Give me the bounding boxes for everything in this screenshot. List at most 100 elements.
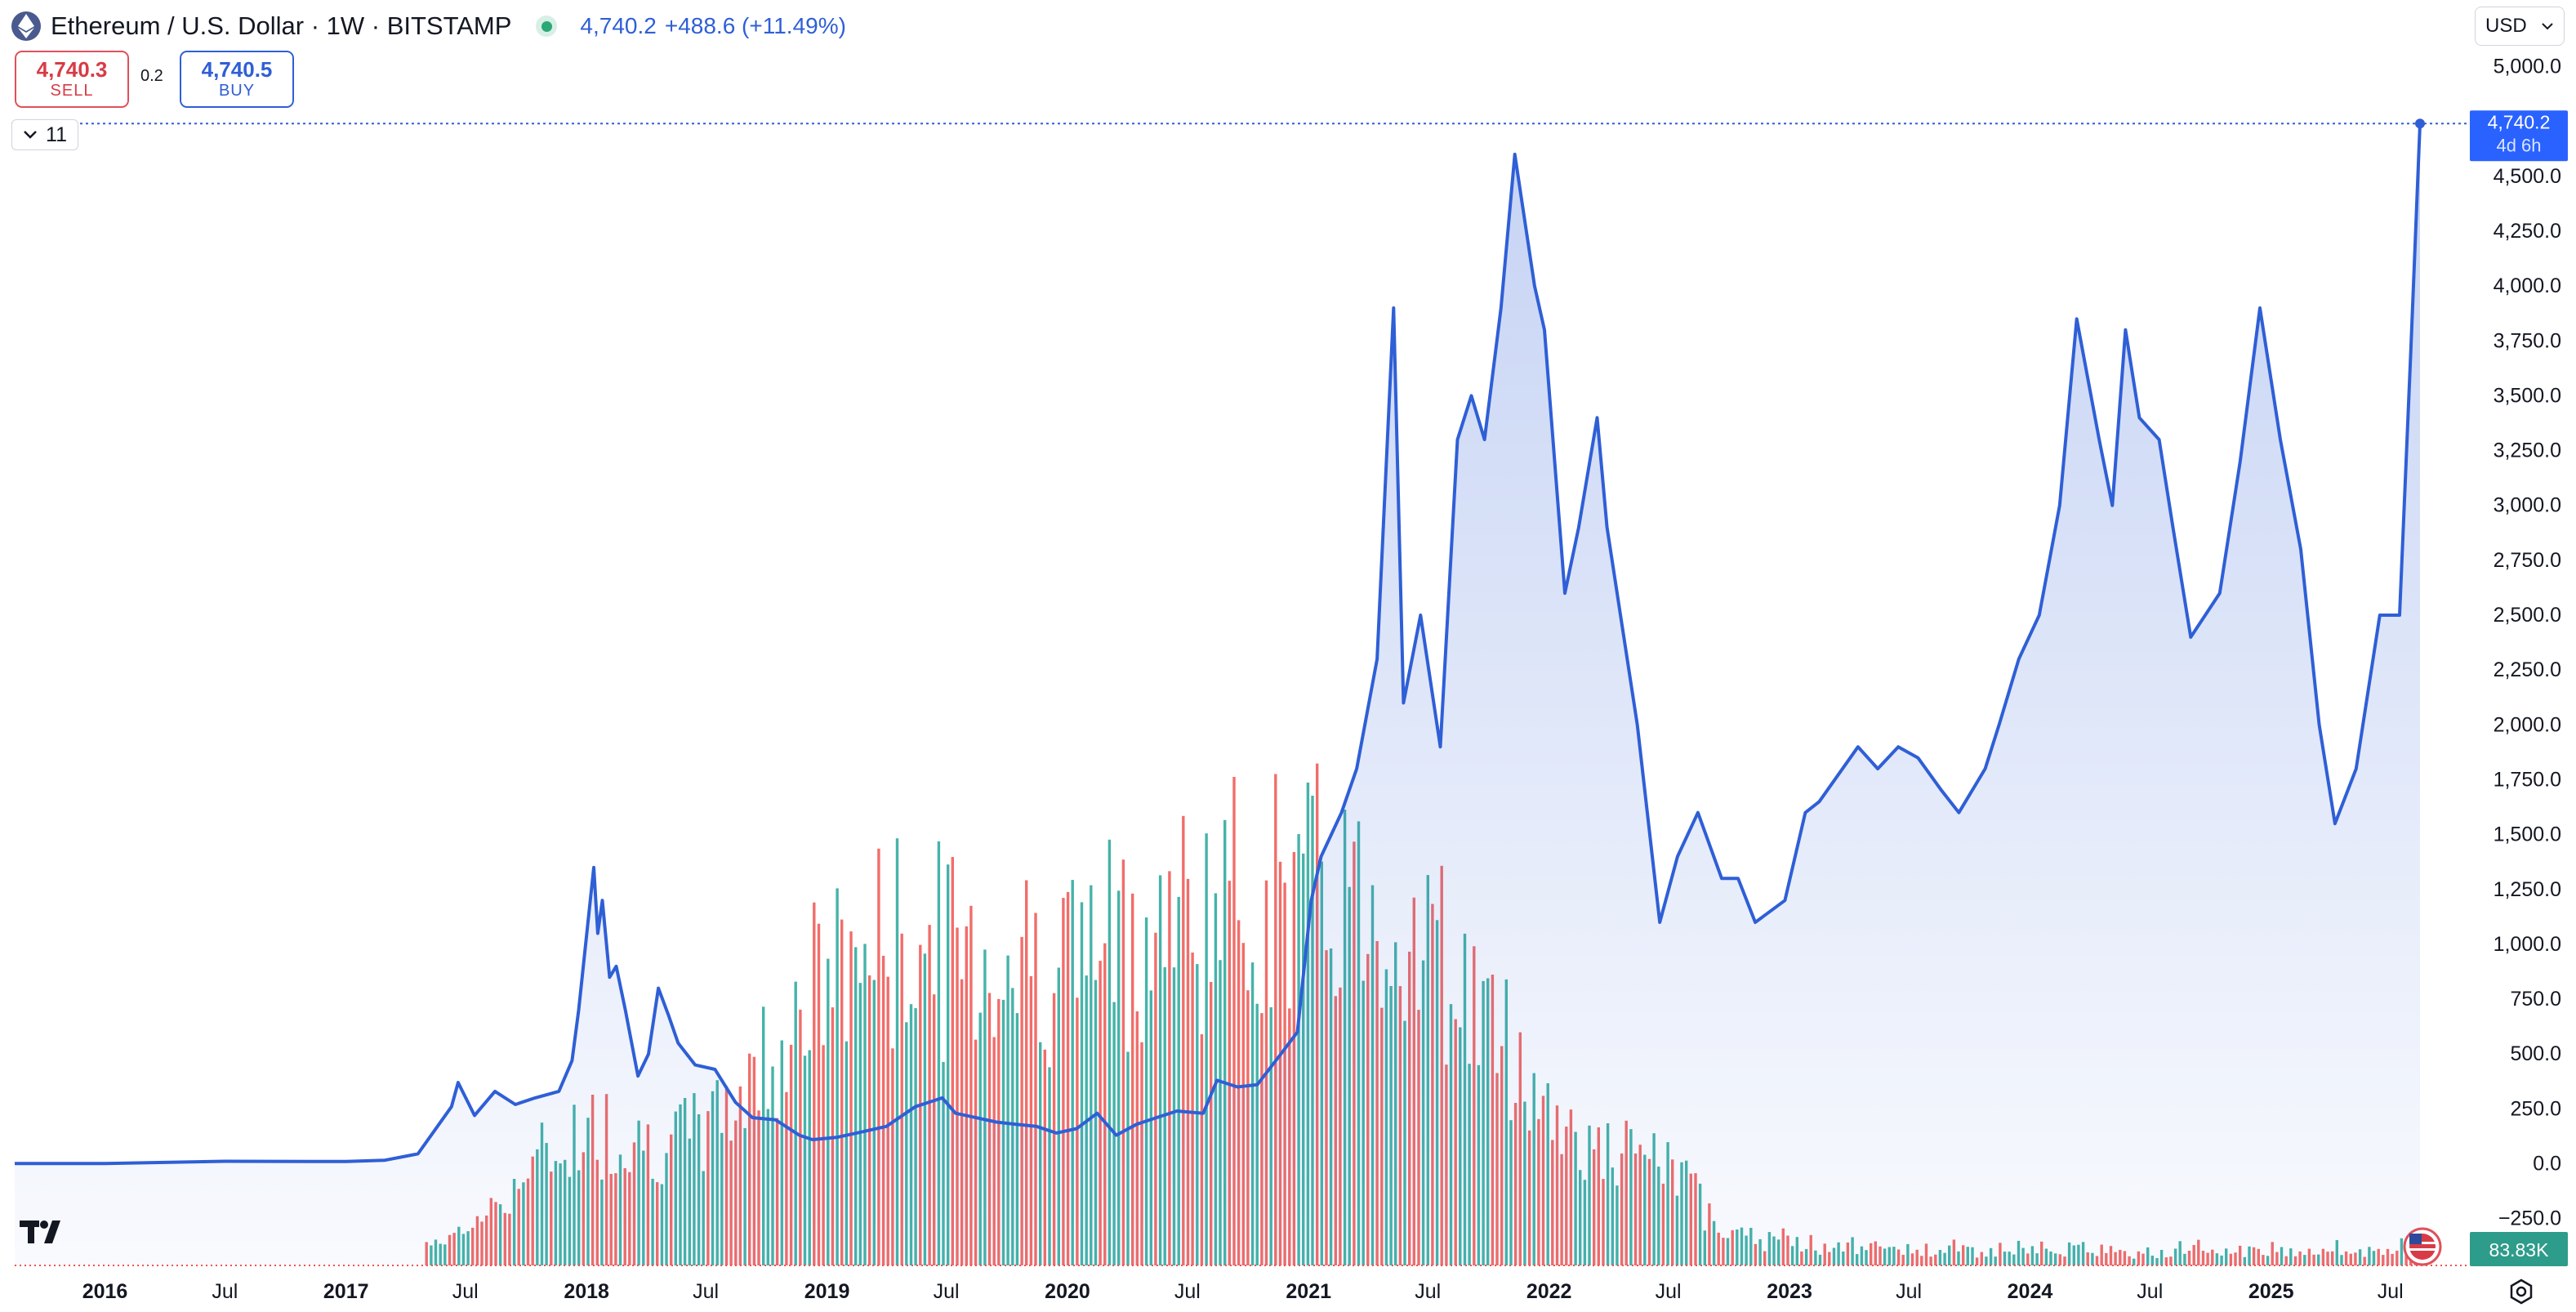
volume-bar xyxy=(1029,975,1033,1265)
settings-icon[interactable] xyxy=(2507,1278,2535,1305)
chevron-down-icon xyxy=(2542,23,2553,30)
y-tick-label: 1,500.0 xyxy=(2494,823,2561,846)
volume-bar xyxy=(956,927,959,1265)
y-tick-label: 2,500.0 xyxy=(2494,604,2561,627)
x-tick-label: Jul xyxy=(693,1280,719,1303)
x-tick-label: 2024 xyxy=(2008,1280,2053,1303)
x-tick-label: Jul xyxy=(1174,1280,1201,1303)
x-tick-label: 2021 xyxy=(1286,1280,1331,1303)
volume-bar xyxy=(1099,961,1102,1265)
volume-bar xyxy=(1223,819,1227,1265)
chart-header: Ethereum / U.S. Dollar · 1W · BITSTAMP 4… xyxy=(11,7,846,46)
y-tick-label: 500.0 xyxy=(2510,1042,2561,1065)
indicators-toggle-button[interactable]: 11 xyxy=(11,119,78,150)
y-tick-label: 4,250.0 xyxy=(2494,220,2561,243)
price-tag: 4,740.2 4d 6h xyxy=(2470,110,2568,162)
volume-bar xyxy=(872,980,876,1265)
last-price: 4,740.2 xyxy=(580,13,657,38)
volume-bar xyxy=(1168,871,1171,1265)
volume-bar xyxy=(1191,953,1194,1265)
x-tick-label: Jul xyxy=(452,1280,479,1303)
y-tick-label: 0.0 xyxy=(2533,1153,2561,1176)
y-tick-label: 5,000.0 xyxy=(2494,56,2561,78)
buy-label: BUY xyxy=(218,82,256,100)
volume-bar xyxy=(854,947,858,1265)
x-tick-label: 2018 xyxy=(564,1280,609,1303)
volume-bar xyxy=(794,981,797,1265)
y-tick-label: 1,250.0 xyxy=(2494,878,2561,901)
buy-price: 4,740.5 xyxy=(201,57,273,82)
volume-bar xyxy=(1158,875,1162,1265)
volume-bar xyxy=(951,857,954,1265)
y-tick-label: 3,000.0 xyxy=(2494,494,2561,517)
volume-bar xyxy=(1117,890,1121,1265)
volume-bar xyxy=(1232,777,1236,1265)
y-tick-label: 3,250.0 xyxy=(2494,440,2561,462)
volume-bar xyxy=(1177,896,1180,1265)
chevron-down-icon xyxy=(24,131,37,139)
price-series-line xyxy=(15,123,2422,1166)
volume-bar xyxy=(1006,955,1009,1265)
volume-bar xyxy=(827,958,830,1265)
y-tick-label: 4,500.0 xyxy=(2494,165,2561,188)
volume-bar xyxy=(1071,880,1074,1265)
volume-bar xyxy=(1080,902,1084,1265)
volume-bar xyxy=(1121,859,1125,1265)
volume-bar xyxy=(1144,917,1148,1265)
x-tick-label: 2023 xyxy=(1767,1280,1812,1303)
indicators-count: 11 xyxy=(46,123,67,146)
volume-bar xyxy=(1062,898,1065,1265)
volume-bar xyxy=(965,926,968,1265)
x-tick-label: Jul xyxy=(212,1280,238,1303)
volume-bar xyxy=(1154,932,1157,1265)
symbol-title[interactable]: Ethereum / U.S. Dollar · 1W · BITSTAMP xyxy=(51,11,512,40)
volume-bar xyxy=(1103,943,1107,1265)
volume-bar xyxy=(849,931,853,1265)
volume-bar xyxy=(840,919,844,1265)
y-tick-label: 2,250.0 xyxy=(2494,658,2561,681)
volume-bar xyxy=(813,902,816,1265)
volume-bar xyxy=(983,949,987,1265)
x-tick-label: 2019 xyxy=(804,1280,850,1303)
y-tick-label: 250.0 xyxy=(2510,1097,2561,1120)
price-line xyxy=(15,123,2422,1166)
volume-bar xyxy=(1131,893,1134,1265)
y-tick-label: 1,000.0 xyxy=(2494,933,2561,956)
us-flag-icon xyxy=(2403,1227,2442,1266)
volume-bar xyxy=(1108,839,1112,1265)
price-area-fill xyxy=(15,123,2420,1265)
volume-bar xyxy=(1274,774,1277,1265)
sell-label: SELL xyxy=(50,82,94,100)
volume-bar xyxy=(928,925,931,1265)
volume-bar xyxy=(1228,881,1231,1265)
x-tick-label: 2017 xyxy=(323,1280,369,1303)
x-tick-label: 2022 xyxy=(1526,1280,1572,1303)
volume-bar xyxy=(836,888,839,1265)
volume-bar xyxy=(1052,993,1056,1265)
sell-price: 4,740.3 xyxy=(36,57,108,82)
y-tick-label: 4,000.0 xyxy=(2494,274,2561,297)
volume-bar xyxy=(1186,878,1190,1265)
volume-bar xyxy=(1205,833,1208,1265)
y-tick-label: 2,750.0 xyxy=(2494,549,2561,572)
price-tag-value: 4,740.2 xyxy=(2488,111,2551,132)
y-tick-label: 750.0 xyxy=(2510,988,2561,1011)
volume-bar xyxy=(895,838,899,1265)
spread-value: 0.2 xyxy=(140,67,163,85)
tradingview-logo[interactable] xyxy=(20,1217,72,1250)
volume-tag-value: 83.83K xyxy=(2489,1239,2550,1261)
x-tick-label: Jul xyxy=(2378,1280,2404,1303)
x-tick-label: Jul xyxy=(1656,1280,1682,1303)
price-change: +488.6 (+11.49%) xyxy=(664,13,846,38)
last-price-dot xyxy=(2415,118,2425,129)
volume-bar xyxy=(1066,891,1070,1265)
currency-select[interactable]: USD xyxy=(2475,7,2565,46)
volume-bar xyxy=(1020,936,1023,1265)
volume-bar xyxy=(1034,913,1037,1265)
volume-bar xyxy=(881,955,885,1265)
volume-bar xyxy=(1214,893,1218,1265)
sell-button[interactable]: 4,740.3 SELL xyxy=(15,51,129,108)
buy-button[interactable]: 4,740.5 BUY xyxy=(180,51,294,108)
ethereum-icon xyxy=(11,11,41,41)
